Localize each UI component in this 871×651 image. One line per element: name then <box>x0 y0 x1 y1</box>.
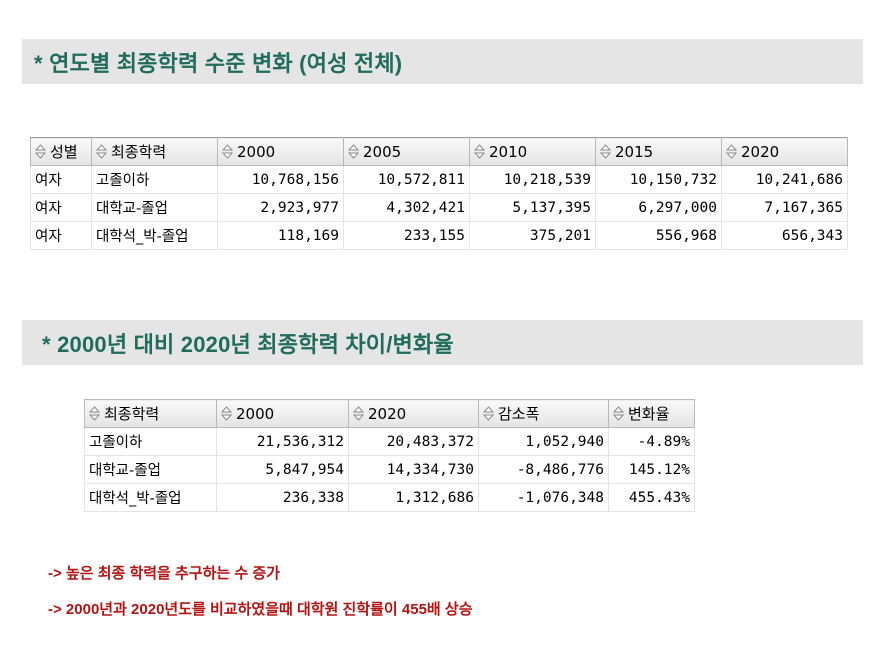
table-row: 고졸이하 21,536,312 20,483,372 1,052,940 -4.… <box>84 427 695 456</box>
table-cell: -1,076,348 <box>478 483 609 512</box>
table-cell: 여자 <box>30 221 92 250</box>
table-row: 대학석_박-졸업 236,338 1,312,686 -1,076,348 45… <box>84 483 695 512</box>
note-line: -> 2000년과 2020년도를 비교하였을때 대학원 진학률이 455배 상… <box>48 601 473 618</box>
sort-arrows-icon <box>483 406 494 421</box>
sort-arrows-icon <box>348 143 359 159</box>
table-cell: -4.89% <box>608 427 695 456</box>
table-row: 대학교-졸업 5,847,954 14,334,730 -8,486,776 1… <box>84 455 695 484</box>
table-cell: 21,536,312 <box>216 427 349 456</box>
col-header-2005[interactable]: 2005 <box>343 137 470 166</box>
table-cell: 455.43% <box>608 483 695 512</box>
change-rate-table: 최종학력 2000 2020 감소폭 변화율 고졸이하 21,536,312 2… <box>84 399 695 512</box>
table-cell: 대학교-졸업 <box>91 193 218 222</box>
table-cell: 대학교-졸업 <box>84 455 217 484</box>
table-row: 여자 대학석_박-졸업 118,169 233,155 375,201 556,… <box>30 221 848 250</box>
col-header-gender[interactable]: 성별 <box>30 137 92 166</box>
table-cell: 10,768,156 <box>217 165 344 194</box>
sort-arrows-icon <box>353 405 364 421</box>
table-cell: 6,297,000 <box>595 193 722 222</box>
table-cell: 1,312,686 <box>348 483 479 512</box>
col-header-2020[interactable]: 2020 <box>348 399 479 428</box>
table-cell: 대학석_박-졸업 <box>84 483 217 512</box>
table-cell: 14,334,730 <box>348 455 479 484</box>
table-cell: 118,169 <box>217 221 344 250</box>
table-cell: 656,343 <box>721 221 848 250</box>
sort-arrows-icon <box>600 143 611 159</box>
header-row: 최종학력 2000 2020 감소폭 변화율 <box>84 399 695 428</box>
col-header-decrease[interactable]: 감소폭 <box>478 399 609 428</box>
table-cell: -8,486,776 <box>478 455 609 484</box>
table-cell: 10,572,811 <box>343 165 470 194</box>
table-cell: 10,241,686 <box>721 165 848 194</box>
table-row: 여자 고졸이하 10,768,156 10,572,811 10,218,539… <box>30 165 848 194</box>
table-cell: 10,218,539 <box>469 165 596 194</box>
table-cell: 4,302,421 <box>343 193 470 222</box>
table-cell: 7,167,365 <box>721 193 848 222</box>
table-cell: 2,923,977 <box>217 193 344 222</box>
sort-arrows-icon <box>89 406 100 421</box>
section1-title: * 연도별 최종학력 수준 변화 (여성 전체) <box>34 50 403 76</box>
table-cell: 여자 <box>30 165 92 194</box>
table-cell: 145.12% <box>608 455 695 484</box>
header-row: 성별 최종학력 2000 2005 2010 2015 2020 <box>30 137 848 166</box>
table-cell: 236,338 <box>216 483 349 512</box>
table-cell: 556,968 <box>595 221 722 250</box>
section1-banner: * 연도별 최종학력 수준 변화 (여성 전체) <box>22 39 863 84</box>
note-line: -> 높은 최종 학력을 추구하는 수 증가 <box>48 565 280 582</box>
section2-title: * 2000년 대비 2020년 최종학력 차이/변화율 <box>42 331 454 357</box>
table-cell: 10,150,732 <box>595 165 722 194</box>
col-header-2015[interactable]: 2015 <box>595 137 722 166</box>
table-cell: 5,847,954 <box>216 455 349 484</box>
section2-banner: * 2000년 대비 2020년 최종학력 차이/변화율 <box>22 320 863 365</box>
sort-arrows-icon <box>222 143 233 159</box>
sort-arrows-icon <box>474 143 485 159</box>
sort-arrows-icon <box>221 405 232 421</box>
table-cell: 고졸이하 <box>84 427 217 456</box>
yearly-education-table: 성별 최종학력 2000 2005 2010 2015 2020 여자 고졸이하… <box>30 137 848 250</box>
sort-arrows-icon <box>726 143 737 159</box>
table-cell: 5,137,395 <box>469 193 596 222</box>
table-cell: 233,155 <box>343 221 470 250</box>
sort-arrows-icon <box>613 406 624 421</box>
col-header-education[interactable]: 최종학력 <box>84 399 217 428</box>
table-cell: 대학석_박-졸업 <box>91 221 218 250</box>
table-cell: 20,483,372 <box>348 427 479 456</box>
col-header-2010[interactable]: 2010 <box>469 137 596 166</box>
col-header-2020[interactable]: 2020 <box>721 137 848 166</box>
col-header-2000[interactable]: 2000 <box>216 399 349 428</box>
table-cell: 375,201 <box>469 221 596 250</box>
col-header-education[interactable]: 최종학력 <box>91 137 218 166</box>
sort-arrows-icon <box>96 144 107 159</box>
col-header-change-rate[interactable]: 변화율 <box>608 399 695 428</box>
table-row: 여자 대학교-졸업 2,923,977 4,302,421 5,137,395 … <box>30 193 848 222</box>
table-cell: 여자 <box>30 193 92 222</box>
col-header-2000[interactable]: 2000 <box>217 137 344 166</box>
sort-arrows-icon <box>35 144 46 159</box>
table-cell: 고졸이하 <box>91 165 218 194</box>
table-cell: 1,052,940 <box>478 427 609 456</box>
